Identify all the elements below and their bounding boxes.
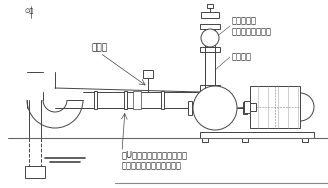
Bar <box>200 24 220 29</box>
Bar <box>242 138 248 142</box>
Bar <box>188 101 192 115</box>
Bar <box>133 91 141 109</box>
Text: ∅水: ∅水 <box>25 8 34 14</box>
Text: 逆U字管に向かって水平又は
上り勾配としてください。: 逆U字管に向かって水平又は 上り勾配としてください。 <box>122 150 188 171</box>
Bar <box>25 166 45 178</box>
Bar <box>250 86 300 128</box>
Bar <box>302 138 308 142</box>
Circle shape <box>201 29 219 47</box>
Bar <box>200 47 220 52</box>
Text: 立上り管: 立上り管 <box>232 52 252 61</box>
Circle shape <box>193 86 237 130</box>
Bar <box>244 101 250 113</box>
Bar <box>143 70 153 78</box>
Bar <box>200 132 314 138</box>
Bar <box>250 103 256 111</box>
Bar <box>124 91 127 109</box>
Bar <box>201 12 219 18</box>
Bar <box>207 4 213 8</box>
Bar <box>200 85 220 91</box>
Text: 排気弁: 排気弁 <box>92 43 108 52</box>
Bar <box>93 91 96 109</box>
Text: 特許ヨコタ
無水豊チェッキ弁: 特許ヨコタ 無水豊チェッキ弁 <box>232 16 272 37</box>
Bar <box>243 102 247 114</box>
Bar <box>202 138 208 142</box>
Bar <box>160 91 163 109</box>
